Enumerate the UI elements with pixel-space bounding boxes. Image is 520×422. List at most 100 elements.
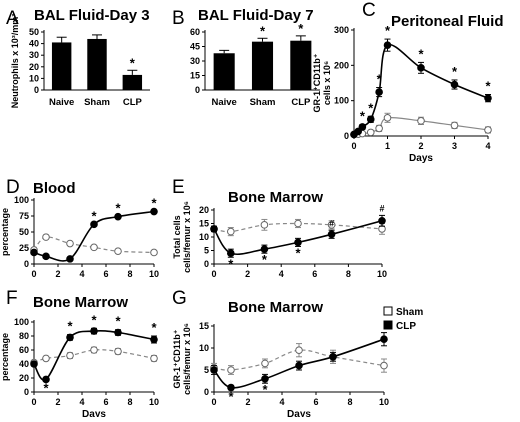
y-tick-label: 40 bbox=[29, 39, 39, 49]
data-point-sham bbox=[42, 233, 50, 241]
x-tick-label: 0 bbox=[211, 269, 216, 279]
chart-title: BAL Fluid-Day 3 bbox=[34, 7, 150, 24]
significance-marker: # bbox=[329, 218, 334, 228]
legend: Sham CLP bbox=[383, 306, 423, 332]
bar-naive bbox=[51, 42, 72, 90]
y-tick-label: 0 bbox=[24, 387, 29, 397]
y-tick-label: 15 bbox=[190, 71, 200, 81]
data-point-clp bbox=[375, 88, 383, 96]
x-tick-label: 8 bbox=[346, 269, 351, 279]
y-tick-label: 10 bbox=[29, 73, 39, 83]
data-point-clp bbox=[295, 361, 303, 370]
data-point-sham bbox=[294, 219, 302, 228]
data-point-sham bbox=[90, 346, 98, 354]
y-tick-label: 200 bbox=[334, 60, 349, 70]
panel-letter: A bbox=[6, 8, 19, 29]
x-tick-label: 0 bbox=[351, 141, 356, 151]
data-point-sham bbox=[66, 351, 74, 360]
significance-marker: # bbox=[379, 203, 384, 213]
legend-label-sham: Sham bbox=[396, 307, 423, 318]
significance-marker: * bbox=[385, 23, 391, 38]
x-tick-label: 10 bbox=[149, 397, 159, 407]
y-tick-label: 10 bbox=[199, 232, 209, 242]
panel-c: C Peritoneal Fluid 0 100 200 300 GR-1⁺CD11b⁺ce… bbox=[312, 0, 504, 164]
chart-title: Bone Marrow bbox=[228, 189, 323, 206]
x-tick-label: 4 bbox=[485, 141, 490, 151]
significance-marker: * bbox=[262, 252, 268, 267]
data-point-sham bbox=[114, 347, 122, 356]
data-point-clp bbox=[66, 333, 74, 342]
category-label: CLP bbox=[123, 97, 143, 108]
significance-marker: * bbox=[298, 21, 304, 36]
y-tick-label: 0 bbox=[204, 259, 209, 269]
significance-marker: * bbox=[115, 314, 121, 329]
y-axis-label: Neutrophils x 10³/mm³ bbox=[10, 14, 20, 109]
data-point-sham bbox=[150, 248, 158, 257]
data-point-sham bbox=[150, 354, 158, 363]
y-tick-label: 50 bbox=[19, 227, 29, 237]
panel-letter: C bbox=[362, 0, 376, 21]
significance-marker: * bbox=[43, 381, 49, 396]
y-tick-label: 45 bbox=[190, 42, 200, 52]
panel-letter: B bbox=[172, 8, 185, 29]
series-line-sham bbox=[33, 349, 155, 364]
data-point-sham bbox=[366, 128, 375, 137]
significance-marker: * bbox=[91, 208, 97, 223]
data-point-clp bbox=[383, 41, 392, 49]
data-point-clp bbox=[417, 64, 425, 72]
data-point-sham bbox=[227, 227, 235, 236]
significance-marker: * bbox=[360, 108, 366, 123]
data-point-sham bbox=[90, 243, 98, 252]
y-axis-label: GR-1⁺CD11b⁺cells/femur x 10⁶ bbox=[172, 323, 192, 395]
y-tick-label: 20 bbox=[29, 62, 39, 72]
x-tick-label: 0 bbox=[31, 397, 36, 407]
data-point-sham bbox=[227, 366, 235, 374]
chart-title: Blood bbox=[33, 180, 76, 197]
significance-marker: * bbox=[130, 55, 136, 70]
y-tick-label: 0 bbox=[24, 259, 29, 269]
y-axis-label: Total cellscells/femur x 10⁶ bbox=[172, 201, 192, 273]
chart-title: Bone Marrow bbox=[228, 299, 323, 316]
data-point-clp bbox=[114, 212, 122, 221]
x-axis-label: Days bbox=[82, 409, 106, 417]
data-point-clp bbox=[150, 335, 158, 344]
y-tick-label: 100 bbox=[14, 317, 29, 327]
y-tick-label: 5 bbox=[204, 246, 209, 256]
data-point-clp bbox=[42, 375, 50, 384]
y-tick-label: 60 bbox=[19, 345, 29, 355]
y-tick-label: 0 bbox=[204, 387, 209, 397]
significance-marker: * bbox=[151, 196, 157, 211]
data-point-clp bbox=[90, 220, 98, 229]
significance-marker: * bbox=[452, 64, 458, 79]
x-tick-label: 2 bbox=[245, 269, 250, 279]
data-point-sham bbox=[450, 121, 459, 130]
data-point-clp bbox=[261, 375, 269, 383]
category-label: CLP bbox=[291, 97, 311, 108]
x-tick-label: 8 bbox=[127, 397, 132, 407]
data-point-clp bbox=[450, 80, 459, 89]
series-line-clp bbox=[33, 329, 155, 381]
category-label: Sham bbox=[250, 97, 276, 108]
data-point-clp bbox=[210, 225, 218, 233]
significance-marker: * bbox=[91, 312, 97, 327]
x-tick-label: 3 bbox=[452, 141, 457, 151]
y-tick-label: 10 bbox=[199, 343, 209, 353]
x-tick-label: 2 bbox=[55, 397, 60, 407]
significance-marker: * bbox=[295, 245, 301, 260]
x-tick-label: 10 bbox=[149, 269, 159, 279]
data-point-clp bbox=[227, 249, 235, 257]
data-point-clp bbox=[42, 252, 50, 261]
y-tick-label: 100 bbox=[334, 96, 349, 106]
x-tick-label: 2 bbox=[418, 141, 423, 151]
x-tick-label: 4 bbox=[79, 397, 84, 407]
data-point-clp bbox=[30, 360, 38, 368]
bar-clp bbox=[290, 40, 312, 90]
y-tick-label: 75 bbox=[19, 211, 29, 221]
panel-d: D Blood 0 25 50 75 100 percentage 0 2 4 6 8 10 * * * bbox=[0, 177, 159, 279]
x-axis-label: Days bbox=[409, 153, 433, 164]
data-point-clp bbox=[66, 255, 74, 263]
data-point-clp bbox=[378, 217, 386, 225]
x-tick-label: 1 bbox=[385, 141, 390, 151]
